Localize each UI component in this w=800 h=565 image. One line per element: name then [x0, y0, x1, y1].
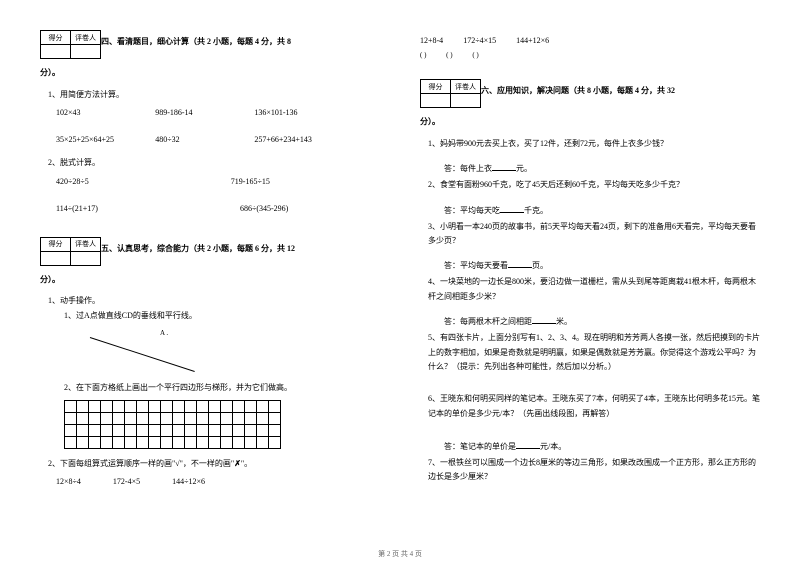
- expr: 144÷12×6: [172, 477, 205, 486]
- expr: 136×101-136: [254, 108, 351, 117]
- expr: 102×43: [56, 108, 153, 117]
- expr: 12+8-4: [420, 36, 443, 45]
- score-label: 得分: [41, 237, 71, 251]
- paren: ( ): [420, 51, 426, 59]
- expr: 172-4×5: [113, 477, 140, 486]
- grid-paper: [64, 400, 281, 449]
- line-cd: [90, 337, 195, 372]
- q5-2-label: 2、下面每组算式运算顺序一样的画"√"，不一样的画"✗"。: [48, 457, 380, 471]
- q6-7: 7、一根铁丝可以围成一个边长8厘米的等边三角形，如果改改围成一个正方形，那么正方…: [428, 456, 760, 485]
- section-6-title-suffix: 分）。: [420, 116, 760, 129]
- q6-2: 2、食堂有面粉960千克，吃了45天后还剩60千克，平均每天吃多少千克？: [428, 178, 760, 192]
- section-4-title-suffix: 分）。: [40, 67, 380, 80]
- expr: 144+12×6: [516, 36, 549, 45]
- expr: 686÷(345-296): [240, 204, 288, 213]
- q6-1: 1、妈妈带900元去买上衣，买了12件，还剩72元，每件上衣多少钱？: [428, 137, 760, 151]
- paren: ( ): [446, 51, 452, 59]
- expr: 12×8÷4: [56, 477, 81, 486]
- score-label: 得分: [421, 80, 451, 94]
- expr: 719-165÷15: [231, 177, 270, 186]
- paren: ( ): [472, 51, 478, 59]
- expr: 989-186-14: [155, 108, 252, 117]
- q6-1-ans: 答：每件上衣元。: [444, 161, 760, 174]
- q6-6: 6、王晓东和何明买同样的笔记本。王晓东买了7本，何明买了4本，王晓东比何明多花1…: [428, 392, 760, 421]
- q5-1-label: 1、动手操作。: [48, 294, 380, 308]
- score-box: 得分评卷人: [420, 79, 481, 108]
- q5-1-1: 1、过A点做直线CD的垂线和平行线。: [64, 309, 380, 323]
- q6-4: 4、一块菜地的一边长是800米，要沿边做一道栅栏，需从头到尾等距离栽41根木杆，…: [428, 275, 760, 304]
- q6-2-ans: 答：平均每天吃千克。: [444, 203, 760, 216]
- score-label: 得分: [41, 31, 71, 45]
- point-a-label: A .: [160, 329, 168, 337]
- score-box: 得分评卷人: [40, 237, 101, 266]
- q6-6-ans: 答：笔记本的单价是元/本。: [444, 439, 760, 452]
- q4-1-label: 1、用简便方法计算。: [48, 88, 380, 102]
- expr: 114÷(21+17): [56, 204, 98, 213]
- expr: 480÷32: [155, 135, 252, 144]
- q6-5: 5、有四张卡片，上面分别写有1、2、3、4。现在明明和芳芳两人各摸一张，然后把摸…: [428, 331, 760, 374]
- expr: 420÷28÷5: [56, 177, 89, 186]
- q5-1-2: 2、在下面方格纸上画出一个平行四边形与梯形，并为它们做高。: [64, 381, 380, 395]
- section-5-title: 五、认真思考，综合能力（共 2 小题，每题 6 分，共 12: [101, 241, 380, 256]
- expr: 172÷4×15: [463, 36, 496, 45]
- section-6-title: 六、应用知识，解决问题（共 8 小题，每题 4 分，共 32: [481, 83, 760, 98]
- page-footer: 第 2 页 共 4 页: [0, 549, 800, 559]
- grader-label: 评卷人: [71, 237, 101, 251]
- expr: 257+66+234+143: [254, 135, 351, 144]
- geometry-figure: A .: [40, 327, 380, 377]
- score-box: 得分评卷人: [40, 30, 101, 59]
- q6-4-ans: 答：每两根木杆之间相距米。: [444, 314, 760, 327]
- grader-label: 评卷人: [451, 80, 481, 94]
- q6-3-ans: 答：平均每天要看页。: [444, 258, 760, 271]
- section-4-title: 四、看清题目，细心计算（共 2 小题，每题 4 分，共 8: [101, 34, 380, 49]
- q4-2-label: 2、脱式计算。: [48, 156, 380, 170]
- section-5-title-suffix: 分）。: [40, 274, 380, 287]
- q6-3: 3、小明看一本240页的故事书，前5天平均每天看24页，剩下的准备用6天看完，平…: [428, 220, 760, 249]
- expr: 35×25+25×64+25: [56, 135, 153, 144]
- grader-label: 评卷人: [71, 31, 101, 45]
